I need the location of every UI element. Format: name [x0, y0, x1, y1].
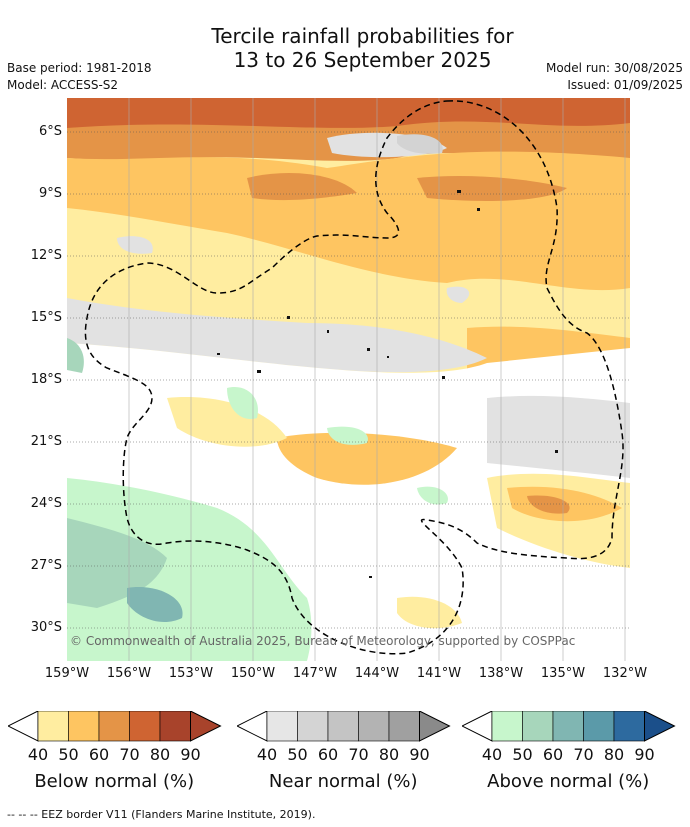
latitude-tick-label: 18°S [30, 372, 62, 387]
islands [217, 190, 558, 578]
base-period: Base period: 1981-2018 [7, 61, 152, 75]
below-60-east-spot [527, 495, 570, 514]
colorbar-tick-label: 70 [348, 745, 369, 764]
below-50-lower-1 [277, 432, 457, 485]
colorbar-tick-label: 40 [256, 745, 278, 764]
colorbar-segment [388, 711, 420, 742]
colorbar-tick-label: 60 [542, 745, 564, 764]
colorbar-segment [327, 711, 359, 742]
title-line-1: Tercile rainfall probabilities for [211, 24, 514, 48]
longitude-tick-label: 147°W [292, 666, 338, 681]
colorbar-tick-label: 60 [88, 745, 110, 764]
colorbar-segment [522, 711, 554, 742]
colorbar-tick-label: 60 [317, 745, 339, 764]
title-line-2: 13 to 26 September 2025 [233, 48, 492, 72]
colorbar-segment [358, 711, 390, 742]
latitude-tick-label: 15°S [30, 310, 62, 325]
colorbar-segment [491, 711, 523, 742]
below-60-patch-1 [247, 173, 357, 201]
colorbar [462, 711, 676, 742]
colorbar-title: Near normal (%) [268, 771, 418, 792]
colorbar [8, 711, 222, 742]
below-60-patch-2 [417, 176, 567, 201]
latitude-tick-label: 27°S [30, 558, 62, 573]
below-40-south [397, 596, 462, 629]
longitude-tick-label: 138°W [478, 666, 524, 681]
above-40-mid-3 [417, 486, 448, 505]
colorbar-segment [129, 711, 161, 742]
meta-left: Base period: 1981-2018 Model: ACCESS-S2 [7, 60, 152, 94]
below-40-lower-2 [167, 397, 287, 447]
latitude-gridlines [67, 131, 630, 629]
near-patch-east [487, 393, 630, 478]
longitude-gridlines [128, 98, 626, 661]
near-patch-mid [67, 298, 487, 373]
colorbar-segment [613, 711, 645, 742]
colorbar-tick-label: 40 [481, 745, 503, 764]
colorbar [237, 711, 451, 742]
colorbar-high-extend [190, 711, 222, 742]
latitude-tick-label: 24°S [30, 496, 62, 511]
map-title: Tercile rainfall probabilities for 13 to… [150, 24, 575, 72]
longitude-tick-label: 159°W [44, 666, 90, 681]
colorbar-tick-label: 70 [573, 745, 594, 764]
colorbar-tick-label: 90 [634, 745, 655, 764]
colorbar-tick-label: 50 [512, 745, 533, 764]
meta-right: Model run: 30/08/2025 Issued: 01/09/2025 [546, 60, 683, 94]
copyright-notice: © Commonwealth of Australia 2025, Bureau… [70, 634, 576, 648]
issued-date: Issued: 01/09/2025 [567, 78, 683, 92]
longitude-tick-label: 141°W [416, 666, 462, 681]
longitude-tick-label: 153°W [168, 666, 214, 681]
model-name: Model: ACCESS-S2 [7, 78, 119, 92]
eez-border [84, 100, 624, 655]
longitude-tick-label: 135°W [540, 666, 586, 681]
colorbar-segment [552, 711, 584, 742]
near-patch-north-2 [397, 134, 443, 154]
colorbar-segment [266, 711, 298, 742]
colorbar-segment [159, 711, 191, 742]
latitude-tick-label: 21°S [30, 434, 62, 449]
below-70-band-north [67, 98, 630, 128]
above-40-left-edge [67, 338, 84, 373]
colorbar-low-extend [237, 711, 268, 742]
colorbar-title: Below normal (%) [34, 771, 195, 792]
colorbar-tick-label: 80 [603, 745, 625, 764]
colorbar-tick-label: 50 [287, 745, 308, 764]
above-40-mid-1 [227, 387, 258, 420]
probability-map [67, 98, 630, 661]
colorbar-tick-label: 90 [180, 745, 201, 764]
near-patch-small-1 [117, 236, 153, 254]
colorbar-tick-label: 70 [119, 745, 140, 764]
eez-footnote: -- -- -- EEZ border V11 (Flanders Marine… [7, 808, 316, 821]
map-panel [67, 98, 630, 661]
colorbar-low-extend [8, 711, 39, 742]
colorbar-segment [37, 711, 69, 742]
above-40-mid-2 [327, 426, 368, 445]
latitude-tick-label: 9°S [38, 186, 62, 201]
longitude-tick-label: 144°W [354, 666, 400, 681]
above-50-west [67, 518, 167, 608]
colorbar-segment [583, 711, 615, 742]
longitude-tick-label: 156°W [106, 666, 152, 681]
latitude-tick-label: 30°S [30, 620, 62, 635]
colorbar-title: Above normal (%) [487, 771, 650, 792]
colorbar-segment [98, 711, 130, 742]
latitude-tick-label: 12°S [30, 248, 62, 263]
longitude-tick-label: 132°W [602, 666, 648, 681]
colorbar-high-extend [644, 711, 676, 742]
model-run: Model run: 30/08/2025 [545, 61, 683, 75]
colorbar-tick-label: 50 [58, 745, 79, 764]
latitude-tick-label: 6°S [38, 124, 62, 139]
colorbar-tick-label: 80 [378, 745, 400, 764]
colorbar-segment [297, 711, 329, 742]
near-patch-small-2 [446, 286, 470, 303]
above-60-west-spot [127, 587, 183, 623]
longitude-tick-label: 150°W [230, 666, 276, 681]
colorbar-segment [68, 711, 100, 742]
colorbar-high-extend [419, 711, 451, 742]
colorbar-tick-label: 40 [27, 745, 49, 764]
colorbar-tick-label: 80 [149, 745, 171, 764]
colorbar-tick-label: 90 [409, 745, 430, 764]
colorbar-low-extend [462, 711, 493, 742]
